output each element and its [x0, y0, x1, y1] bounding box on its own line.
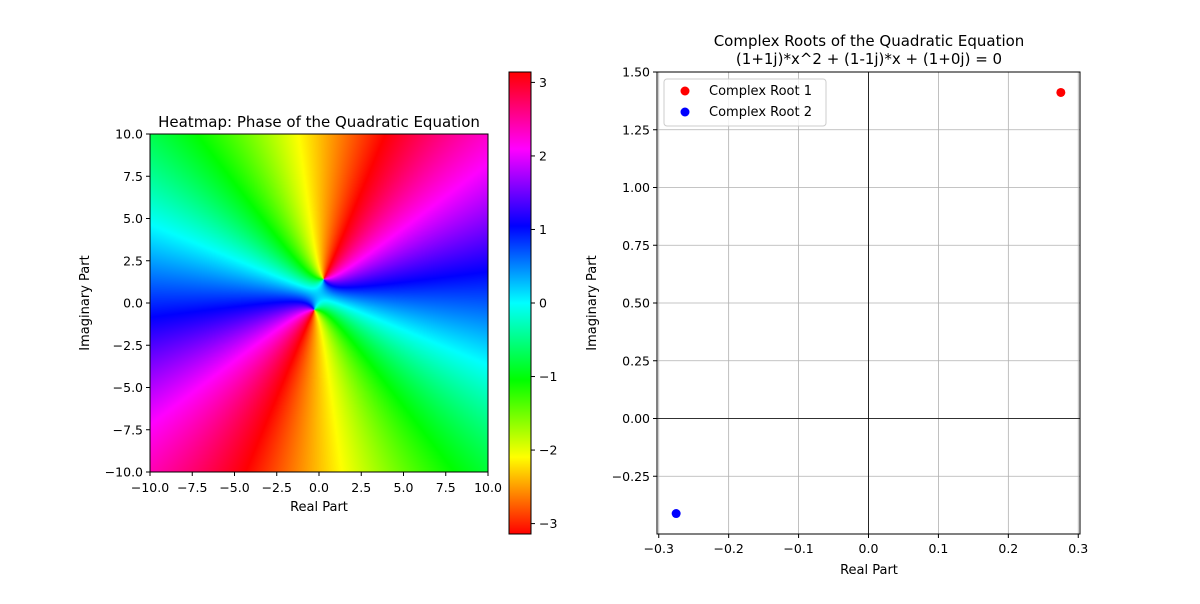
heatmap-x-tick-label: −7.5 [177, 480, 207, 495]
legend-marker-root-2 [680, 107, 690, 117]
heatmap-x-tick-label: 10.0 [474, 480, 502, 495]
heatmap-y-tick-label: −2.5 [113, 338, 143, 353]
heatmap-x-tick-label: 0.0 [309, 480, 329, 495]
colorbar-tick-label: −2 [539, 443, 557, 458]
heatmap-x-tick-label: 2.5 [351, 480, 371, 495]
colorbar-tick-label: 0 [539, 296, 547, 311]
heatmap-x-ticks: −10.0 −7.5 −5.0 −2.5 0.0 2.5 5.0 7.5 10.0 [131, 472, 502, 495]
heatmap-y-tick-label: 0.0 [123, 296, 143, 311]
heatmap-y-tick-label: 2.5 [123, 253, 143, 268]
scatter-legend: Complex Root 1 Complex Root 2 [663, 78, 827, 127]
colorbar-tick-label: 1 [539, 222, 547, 237]
legend-label-root-2: Complex Root 2 [709, 105, 812, 120]
scatter-y-tick-label: 0.00 [622, 411, 650, 426]
scatter-y-label: Imaginary Part [585, 255, 600, 350]
scatter-points [671, 87, 1066, 519]
heatmap-y-ticks: −10.0 −7.5 −5.0 −2.5 0.0 2.5 5.0 7.5 10.0 [105, 127, 150, 480]
scatter-y-tick-label: 1.00 [622, 180, 650, 195]
scatter-y-tick-label: 0.50 [622, 296, 650, 311]
scatter-x-tick-label: 0.2 [998, 541, 1018, 556]
scatter-title: Complex Roots of the Quadratic Equation [714, 32, 1025, 50]
heatmap-y-tick-label: −7.5 [113, 422, 143, 437]
scatter-x-label: Real Part [840, 563, 898, 578]
heatmap-x-tick-label: −5.0 [219, 480, 249, 495]
legend-marker-root-1 [680, 86, 690, 96]
heatmap-panel: Heatmap: Phase of the Quadratic Equation… [78, 113, 502, 515]
scatter-x-tick-label: −0.3 [644, 541, 674, 556]
scatter-y-tick-label: 0.25 [622, 353, 650, 368]
scatter-x-tick-label: −0.2 [713, 541, 743, 556]
scatter-y-ticks: −0.25 0.00 0.25 0.50 0.75 1.00 1.25 1.50 [612, 65, 657, 484]
scatter-x-tick-label: 0.1 [928, 541, 948, 556]
heatmap-title: Heatmap: Phase of the Quadratic Equation [158, 113, 480, 131]
scatter-y-tick-label: 1.50 [622, 65, 650, 80]
heatmap-y-tick-label: −10.0 [105, 465, 143, 480]
scatter-panel: Complex Roots of the Quadratic Equation … [585, 32, 1088, 578]
colorbar-tick-label: −3 [539, 516, 557, 531]
heatmap-x-tick-label: −10.0 [131, 480, 169, 495]
scatter-x-tick-label: 0.3 [1068, 541, 1088, 556]
colorbar-tick-label: 3 [539, 75, 547, 90]
colorbar: −3 −2 −1 0 1 2 3 [508, 71, 557, 535]
colorbar-gradient [509, 72, 531, 534]
colorbar-ticks: −3 −2 −1 0 1 2 3 [531, 75, 557, 531]
scatter-y-tick-label: 0.75 [622, 238, 650, 253]
heatmap-y-tick-label: 7.5 [123, 169, 143, 184]
scatter-y-tick-label: 1.25 [622, 122, 650, 137]
colorbar-tick-label: −1 [539, 369, 557, 384]
heatmap-y-tick-label: −5.0 [113, 380, 143, 395]
scatter-y-tick-label: −0.25 [612, 469, 650, 484]
scatter-x-ticks: −0.3 −0.2 −0.1 0.0 0.1 0.2 0.3 [644, 534, 1088, 556]
scatter-subtitle: (1+1j)*x^2 + (1-1j)*x + (1+0j) = 0 [736, 50, 1002, 68]
colorbar-tick-label: 2 [539, 148, 547, 163]
heatmap-image [150, 134, 488, 472]
heatmap-x-tick-label: 7.5 [436, 480, 456, 495]
scatter-point-root-2 [671, 509, 681, 519]
heatmap-x-tick-label: 5.0 [394, 480, 414, 495]
legend-label-root-1: Complex Root 1 [709, 84, 812, 99]
heatmap-image-container [150, 134, 488, 472]
heatmap-x-label: Real Part [290, 500, 348, 515]
legend-box [663, 78, 827, 127]
heatmap-x-tick-label: −2.5 [262, 480, 292, 495]
scatter-x-tick-label: −0.1 [783, 541, 813, 556]
heatmap-y-tick-label: 10.0 [115, 127, 143, 142]
heatmap-y-tick-label: 5.0 [123, 211, 143, 226]
scatter-zero-lines [657, 72, 1080, 534]
scatter-point-root-1 [1056, 87, 1066, 97]
scatter-x-tick-label: 0.0 [859, 541, 879, 556]
heatmap-y-label: Imaginary Part [78, 255, 93, 350]
